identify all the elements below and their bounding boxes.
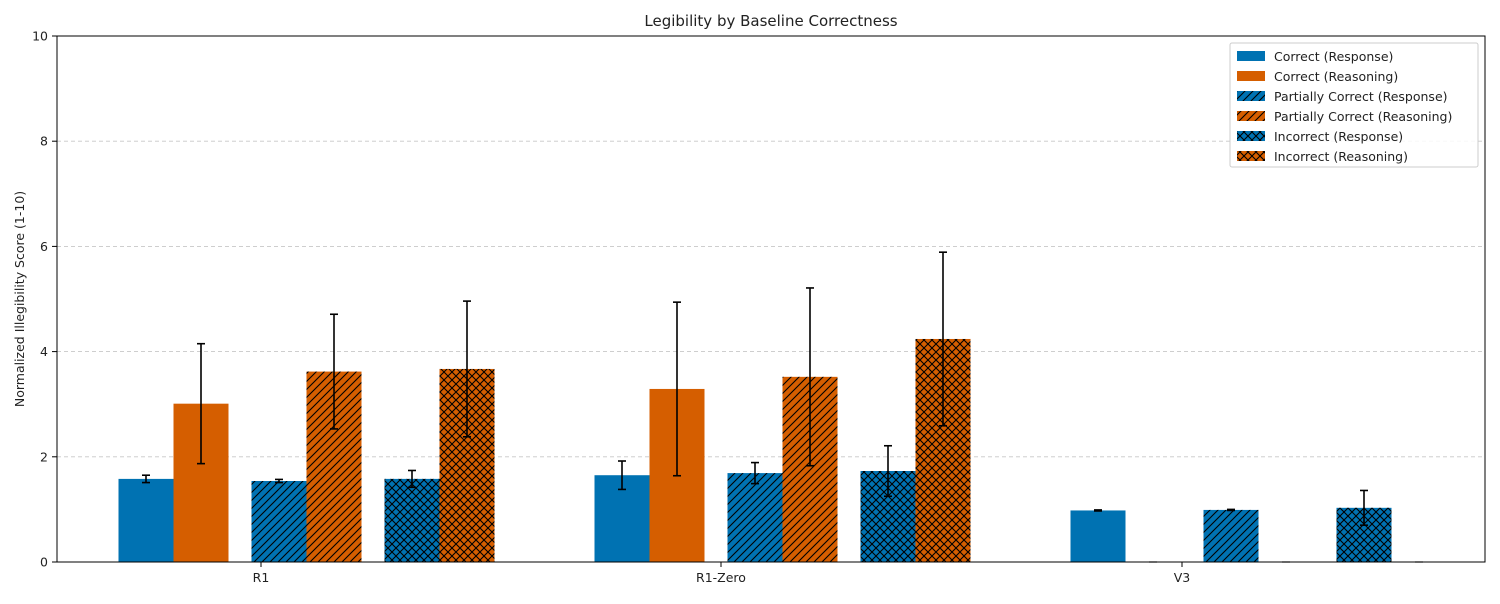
legend-swatch-hatch [1237,111,1265,121]
legend-swatch [1237,71,1265,81]
y-tick-label: 6 [40,239,48,254]
y-tick-label: 10 [32,29,48,44]
legend-label: Incorrect (Reasoning) [1274,149,1408,164]
bars [119,339,1392,562]
legend-label: Correct (Reasoning) [1274,69,1398,84]
legend-swatch-hatch [1237,131,1265,141]
legend-label: Incorrect (Response) [1274,129,1403,144]
bar-hatch [385,479,440,562]
legend-label: Partially Correct (Response) [1274,89,1448,104]
x-tick-label: V3 [1174,570,1191,585]
y-tick-label: 2 [40,449,48,464]
legend-swatch [1237,51,1265,61]
legend: Correct (Response) Correct (Reasoning) Par… [1230,43,1478,167]
y-axis-label: Normalized Illegibility Score (1-10) [12,191,27,407]
legend-label: Partially Correct (Reasoning) [1274,109,1452,124]
bar-hatch [252,481,307,562]
bar [1071,510,1126,562]
legend-swatch-hatch [1237,151,1265,161]
x-tick-label: R1 [253,570,270,585]
legend-swatch-hatch [1237,91,1265,101]
y-tick-label: 0 [40,555,48,570]
y-tick-label: 8 [40,134,48,149]
bar-hatch [728,473,783,562]
bar [119,479,174,562]
x-tick-label: R1-Zero [696,570,746,585]
y-tick-label: 4 [40,344,48,359]
legend-label: Correct (Response) [1274,49,1393,64]
chart-title: Legibility by Baseline Correctness [644,12,897,30]
grid-lines [57,141,1485,457]
bar-hatch [1204,510,1259,562]
